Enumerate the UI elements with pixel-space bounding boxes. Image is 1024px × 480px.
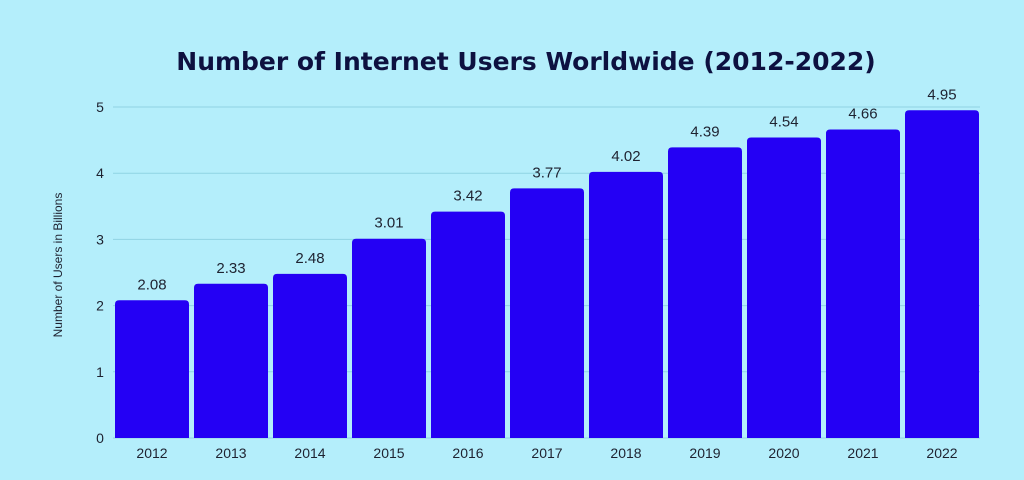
data-label: 4.02: [611, 148, 640, 165]
data-label: 2.33: [216, 260, 245, 277]
bar-2014: [273, 273, 347, 438]
y-tick-label: 4: [96, 165, 104, 181]
data-label: 3.77: [532, 164, 561, 181]
bar-2015: [352, 238, 426, 438]
data-label: 4.39: [690, 123, 719, 140]
data-label: 2.48: [295, 250, 324, 267]
data-label: 4.95: [927, 86, 956, 103]
bar-2021: [826, 129, 900, 438]
x-tick-label: 2014: [294, 445, 325, 461]
data-label: 4.54: [769, 113, 798, 130]
bar-2016: [431, 211, 505, 438]
x-tick-label: 2019: [689, 445, 720, 461]
y-tick-label: 2: [96, 298, 104, 314]
data-label: 4.66: [848, 106, 877, 123]
bar-2020: [747, 137, 821, 438]
bar-2019: [668, 147, 742, 438]
x-tick-label: 2012: [136, 445, 167, 461]
bar-2013: [194, 283, 268, 438]
data-label: 3.42: [453, 188, 482, 205]
x-tick-label: 2022: [926, 445, 957, 461]
y-axis-label: Number of Users in Billions: [51, 193, 65, 338]
bar-2012: [115, 300, 189, 438]
x-tick-label: 2013: [215, 445, 246, 461]
x-tick-label: 2017: [531, 445, 562, 461]
y-tick-label: 1: [96, 364, 104, 380]
x-tick-label: 2021: [847, 445, 878, 461]
bar-2017: [510, 188, 584, 438]
bar-2018: [589, 171, 663, 438]
x-tick-label: 2015: [373, 445, 404, 461]
chart-title: Number of Internet Users Worldwide (2012…: [176, 47, 875, 76]
x-tick-label: 2016: [452, 445, 483, 461]
y-tick-label: 3: [96, 231, 104, 247]
data-label: 3.01: [374, 215, 403, 232]
x-tick-label: 2018: [610, 445, 641, 461]
y-tick-label: 0: [96, 430, 104, 446]
y-tick-label: 5: [96, 99, 104, 115]
bar-2022: [905, 110, 979, 438]
data-label: 2.08: [137, 276, 166, 293]
x-tick-label: 2020: [768, 445, 799, 461]
